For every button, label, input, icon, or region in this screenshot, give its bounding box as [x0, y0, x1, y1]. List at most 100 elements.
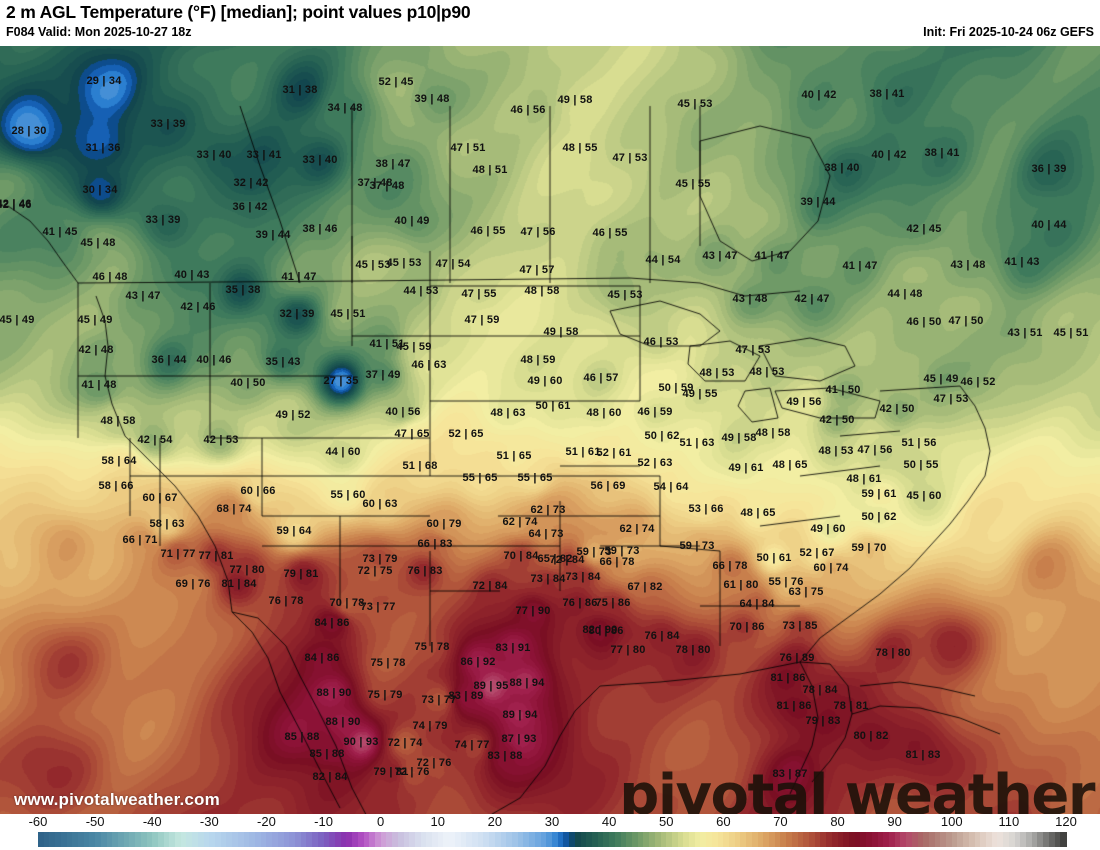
colorbar-cell: [289, 832, 296, 847]
colorbar-cell: [192, 832, 199, 847]
colorbar-cell: [671, 832, 679, 847]
colorbar-cell: [557, 832, 564, 847]
colorbar-cell: [888, 832, 896, 847]
colorbar-cell: [135, 832, 142, 847]
colorbar-cell: [871, 832, 879, 847]
colorbar-cell: [277, 832, 285, 847]
colorbar-cell: [403, 832, 410, 847]
brand-watermark: pivotal weather: [619, 763, 1095, 814]
colorbar-tick: 100: [940, 814, 963, 829]
colorbar-cell: [186, 832, 193, 847]
colorbar-cell: [1014, 832, 1021, 847]
colorbar-cell: [209, 832, 216, 847]
colorbar-cell: [460, 832, 467, 847]
colorbar-cell: [215, 832, 222, 847]
colorbar-cell: [848, 832, 856, 847]
colorbar-cell: [700, 832, 707, 847]
colorbar-cell: [797, 832, 804, 847]
colorbar-cell: [352, 832, 359, 847]
colorbar-cell: [866, 832, 873, 847]
colorbar-cell: [197, 832, 205, 847]
colorbar-cell: [620, 832, 627, 847]
colorbar-cell: [89, 832, 96, 847]
colorbar-cell: [38, 832, 45, 847]
colorbar-cell: [397, 832, 405, 847]
colorbar-cell: [466, 832, 473, 847]
colorbar-cell: [803, 832, 810, 847]
colorbar-tick: 70: [773, 814, 788, 829]
colorbar-cell: [597, 832, 604, 847]
colorbar-cell: [586, 832, 593, 847]
colorbar-cell: [146, 832, 153, 847]
colorbar-cell: [323, 832, 330, 847]
colorbar-cell: [934, 832, 941, 847]
colorbar-cell: [83, 832, 90, 847]
colorbar-cell: [729, 832, 736, 847]
colorbar-cell: [689, 832, 696, 847]
colorbar-cell: [369, 832, 376, 847]
colorbar-tick: 80: [830, 814, 845, 829]
colorbar-cell: [780, 832, 787, 847]
colorbar-cell: [1060, 832, 1067, 847]
colorbar-cell: [163, 832, 170, 847]
colorbar-cell: [443, 832, 450, 847]
colorbar-area: -60 -50 -40 -30 -20 -10 0 10 20 30 40 50 60 70 80 90 100…: [0, 814, 1100, 850]
colorbar-cell: [112, 832, 119, 847]
colorbar-cell: [512, 832, 519, 847]
colorbar-cell: [129, 832, 136, 847]
colorbar-cell: [609, 832, 616, 847]
colorbar-cell: [140, 832, 148, 847]
colorbar-cell: [940, 832, 947, 847]
colorbar-cell: [123, 832, 130, 847]
colorbar-cell: [923, 832, 930, 847]
colorbar-cell: [300, 832, 307, 847]
colorbar-cell: [991, 832, 999, 847]
colorbar-cell: [626, 832, 633, 847]
colorbar-cell: [449, 832, 456, 847]
colorbar-cell: [437, 832, 445, 847]
header: 2 m AGL Temperature (°F) [median]; point…: [0, 0, 1100, 46]
colorbar-cell: [483, 832, 490, 847]
colorbar-cell: [43, 832, 50, 847]
colorbar-cell: [386, 832, 393, 847]
colorbar-cell: [654, 832, 662, 847]
colorbar-cell: [911, 832, 919, 847]
colorbar-cell: [157, 832, 165, 847]
colorbar-cell: [820, 832, 827, 847]
colorbar-cell: [66, 832, 73, 847]
colorbar-cell: [295, 832, 302, 847]
colorbar-cell: [454, 832, 462, 847]
colorbar-cell: [529, 832, 536, 847]
colorbar-tick: 50: [658, 814, 674, 829]
colorbar-tick: 30: [544, 814, 560, 829]
colorbar-cell: [60, 832, 68, 847]
colorbar-cell: [831, 832, 839, 847]
colorbar-tick: 10: [430, 814, 445, 829]
colorbar-cell: [1048, 832, 1056, 847]
map-area[interactable]: 29 | 34 28 | 30 31 | 36 33 | 39 31 | 38 34 | …: [0, 46, 1100, 814]
colorbar-cell: [432, 832, 439, 847]
colorbar-tick: -20: [257, 814, 276, 829]
colorbar-cell: [380, 832, 387, 847]
temperature-field-canvas[interactable]: [0, 46, 1100, 814]
colorbar-cell: [329, 832, 336, 847]
colorbar-cell: [591, 832, 599, 847]
colorbar-cell: [226, 832, 233, 847]
colorbar-cell: [232, 832, 239, 847]
colorbar-cell: [409, 832, 416, 847]
colorbar-cell: [946, 832, 953, 847]
colorbar-cell: [477, 832, 485, 847]
colorbar-cell: [757, 832, 764, 847]
colorbar-cell: [900, 832, 907, 847]
colorbar-cell: [968, 832, 976, 847]
colorbar-cell: [723, 832, 730, 847]
colorbar-cell: [711, 832, 719, 847]
colorbar-cell: [1020, 832, 1027, 847]
colorbar-cell: [534, 832, 542, 847]
colorbar-tick: -40: [142, 814, 162, 829]
colorbar-cell: [1026, 832, 1033, 847]
colorbar-cell: [706, 832, 713, 847]
colorbar-cell: [392, 832, 399, 847]
colorbar-cell: [677, 832, 684, 847]
colorbar-cell: [563, 832, 570, 847]
